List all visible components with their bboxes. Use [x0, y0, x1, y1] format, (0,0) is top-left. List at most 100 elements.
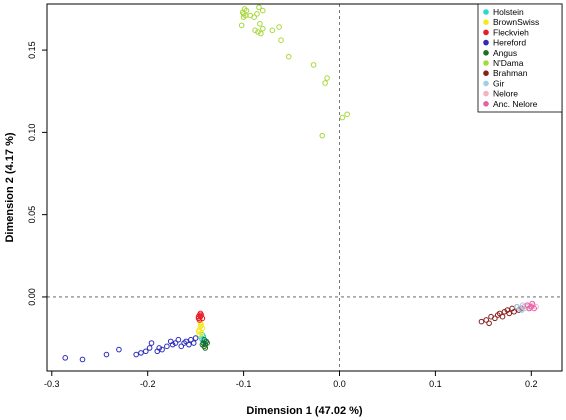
- data-point: [258, 30, 264, 37]
- data-point: [276, 24, 282, 30]
- data-point: [103, 351, 110, 358]
- legend-marker: [483, 90, 489, 97]
- legend-label: N'Dama: [493, 58, 524, 68]
- legend-label: Angus: [493, 48, 517, 58]
- legend-marker: [483, 101, 489, 107]
- legend-box: [477, 3, 563, 113]
- data-point: [195, 328, 202, 335]
- x-axis: -0.3 -0.2 -0.1 0.0 0.1 0.2: [44, 371, 538, 389]
- data-point: [339, 114, 346, 121]
- data-point: [254, 11, 260, 17]
- legend-label: Gir: [493, 78, 505, 88]
- data-point: [256, 4, 262, 11]
- x-axis-title: Dimension 1 (47.02 %): [246, 405, 362, 417]
- y-tick-label: 0.00: [27, 288, 37, 306]
- data-point: [186, 341, 192, 348]
- reference-lines: [47, 4, 562, 371]
- data-point: [492, 315, 498, 322]
- legend-label: Fleckvieh: [493, 27, 529, 37]
- data-point: [116, 346, 122, 353]
- data-point: [148, 340, 155, 346]
- legend-marker: [483, 80, 489, 87]
- legend-marker: [483, 29, 489, 36]
- data-point: [531, 305, 537, 312]
- series-n-dama: [238, 4, 350, 139]
- y-tick-label: 0.15: [27, 41, 37, 59]
- data-point: [251, 14, 257, 20]
- data-point: [278, 37, 284, 44]
- data-point: [164, 343, 170, 350]
- data-point: [269, 27, 276, 34]
- legend-label: Brahman: [493, 68, 528, 78]
- x-tick-label: 0.0: [333, 379, 346, 389]
- data-point: [199, 325, 206, 332]
- data-point: [156, 345, 163, 351]
- series-brownswiss: [195, 320, 206, 338]
- data-point: [344, 111, 350, 118]
- data-point: [285, 53, 292, 60]
- data-point: [511, 308, 517, 315]
- data-point: [238, 22, 245, 29]
- data-point: [499, 313, 506, 320]
- data-point: [196, 331, 203, 338]
- data-point: [178, 343, 185, 350]
- y-axis-title: Dimension 2 (4.17 %): [4, 132, 16, 242]
- legend-marker: [483, 9, 489, 15]
- data-point: [133, 351, 139, 358]
- data-point: [483, 317, 490, 323]
- data-point: [142, 348, 149, 355]
- data-point: [188, 336, 194, 343]
- x-tick-label: -0.3: [44, 379, 60, 389]
- data-point: [204, 340, 210, 346]
- data-point: [159, 346, 165, 353]
- data-point: [322, 80, 328, 86]
- data-point: [478, 318, 485, 325]
- data-point: [195, 313, 202, 320]
- data-point: [252, 27, 258, 34]
- data-point: [199, 341, 206, 348]
- x-tick-label: -0.2: [140, 379, 156, 389]
- data-point: [310, 62, 317, 68]
- y-tick-label: 0.05: [27, 206, 37, 224]
- data-point: [259, 25, 266, 32]
- legend-marker: [483, 19, 489, 26]
- data-point: [169, 341, 176, 348]
- data-point: [62, 355, 69, 361]
- legend-marker: [483, 39, 489, 46]
- series-fleckvieh: [195, 310, 206, 323]
- data-point: [138, 350, 144, 356]
- plot-frame: [46, 3, 563, 372]
- data-point: [198, 322, 205, 328]
- series-anc-nelore: [524, 300, 537, 312]
- legend: HolsteinBrownSwissFleckviehHerefordAngus…: [477, 3, 563, 113]
- x-tick-label: -0.1: [236, 379, 252, 389]
- data-point: [190, 340, 197, 346]
- legend-label: BrownSwiss: [493, 17, 539, 27]
- legend-label: Nelore: [493, 89, 518, 99]
- data-point: [257, 20, 263, 27]
- series-angus: [199, 336, 210, 351]
- data-point: [240, 14, 247, 20]
- data-point: [501, 308, 508, 315]
- data-point: [319, 132, 326, 139]
- data-point: [528, 304, 535, 310]
- data-point: [486, 320, 492, 327]
- data-points: [62, 4, 539, 363]
- data-point: [192, 335, 199, 341]
- data-point: [172, 340, 179, 346]
- data-point: [183, 338, 189, 345]
- x-tick-label: 0.2: [525, 379, 538, 389]
- data-point: [175, 336, 182, 343]
- data-point: [506, 310, 513, 317]
- x-tick-label: 0.1: [429, 379, 442, 389]
- legend-label: Hereford: [493, 38, 526, 48]
- data-point: [196, 317, 203, 323]
- legend-marker: [483, 60, 489, 66]
- data-point: [243, 7, 250, 14]
- data-point: [324, 75, 330, 81]
- y-axis: 0.00 0.05 0.10 0.15: [27, 41, 47, 306]
- legend-label: Anc. Nelore: [493, 99, 538, 109]
- data-point: [529, 300, 536, 307]
- series-hereford: [62, 335, 199, 363]
